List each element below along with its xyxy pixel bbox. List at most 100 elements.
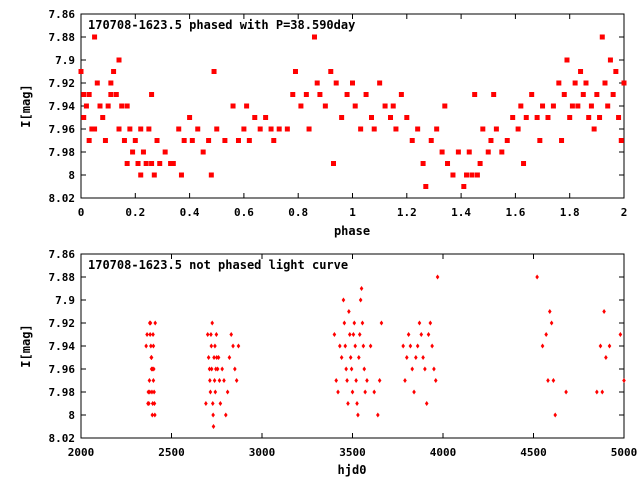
phased-data-point [572, 80, 578, 86]
phased-data-point [363, 92, 369, 97]
phased-data-point [616, 115, 622, 120]
phased-data-point [575, 103, 581, 109]
unphased-y-tick-label: 8 [68, 409, 75, 422]
unphased-data-point [351, 332, 356, 337]
phased-data-point [241, 126, 247, 132]
phased-data-point [610, 92, 616, 97]
phased-data-point [561, 92, 567, 97]
unphased-x-tick-label: 4000 [430, 446, 457, 459]
phased-data-point [578, 69, 584, 74]
unphased-data-point [361, 343, 366, 349]
unphased-data-point [362, 366, 367, 372]
phased-data-point [314, 80, 320, 86]
unphased-data-point [403, 378, 407, 383]
phased-data-point [591, 126, 597, 132]
unphased-data-point [209, 366, 214, 372]
phased-y-tick-label: 7.86 [49, 8, 76, 21]
unphased-data-point [618, 332, 623, 337]
phased-data-point [230, 103, 236, 109]
phased-data-point [306, 126, 312, 132]
phased-data-point [529, 92, 535, 97]
unphased-data-points [144, 274, 626, 429]
phased-data-point [140, 149, 146, 155]
phased-data-point [108, 92, 114, 97]
unphased-data-point [334, 378, 339, 383]
unphased-data-point [349, 366, 354, 372]
phased-data-point [246, 138, 252, 143]
phased-data-point [493, 126, 499, 132]
phased-data-point [404, 115, 410, 120]
phased-data-point [195, 126, 201, 132]
unphased-data-point [401, 343, 405, 349]
unphased-data-point [622, 378, 626, 383]
phased-data-point [439, 149, 445, 155]
unphased-data-point [339, 355, 344, 360]
phased-data-point [206, 138, 212, 143]
phased-data-point [550, 103, 556, 109]
phased-data-point [257, 126, 263, 132]
phased-data-point [398, 92, 404, 97]
unphased-data-point [417, 320, 422, 326]
phased-data-point [284, 126, 290, 132]
unphased-data-point [549, 320, 554, 326]
phased-data-point [181, 138, 187, 143]
unphased-data-point [535, 274, 539, 280]
unphased-data-point [406, 332, 411, 337]
unphased-data-point [147, 378, 152, 383]
phased-data-point [352, 103, 358, 109]
phased-data-point [149, 161, 155, 166]
unphased-y-tick-label: 7.98 [49, 386, 76, 399]
unphased-data-point [152, 389, 156, 395]
phased-data-point [116, 126, 122, 132]
phased-data-point [602, 80, 608, 86]
unphased-data-point [344, 366, 348, 372]
phased-data-point [168, 161, 174, 166]
phased-data-point [92, 34, 98, 40]
phased-data-point [607, 57, 613, 63]
phased-data-point [344, 92, 350, 97]
unphased-data-point [216, 355, 221, 360]
unphased-data-point [551, 378, 556, 383]
unphased-data-point [147, 389, 152, 395]
phased-x-tick-label: 1.4 [451, 206, 471, 219]
unphased-data-point [208, 378, 212, 383]
phased-data-point [132, 138, 138, 143]
unphased-y-axis-label: I[mag] [19, 324, 33, 367]
unphased-data-point [338, 343, 342, 349]
unphased-data-point [212, 355, 216, 360]
phased-data-point [515, 126, 521, 132]
phased-x-tick-label: 1.6 [505, 206, 525, 219]
unphased-data-point [151, 343, 156, 349]
unphased-x-tick-label: 4500 [520, 446, 547, 459]
phased-data-point [292, 69, 298, 74]
phased-data-point [111, 69, 117, 74]
unphased-data-point [595, 389, 599, 395]
phased-data-point [523, 115, 529, 120]
unphased-data-point [214, 366, 218, 372]
unphased-data-point [412, 389, 416, 395]
unphased-data-point [421, 355, 425, 360]
unphased-data-point [148, 320, 153, 326]
phased-data-point [330, 161, 336, 166]
unphased-data-point [368, 343, 373, 349]
unphased-x-tick-label: 5000 [611, 446, 638, 459]
phased-data-point [504, 138, 510, 143]
phased-data-point [135, 161, 141, 166]
unphased-data-point [547, 309, 552, 314]
phased-data-point [83, 103, 89, 109]
unphased-data-point [600, 389, 605, 395]
unphased-data-point [359, 286, 364, 291]
unphased-data-point [347, 332, 352, 337]
unphased-data-point [213, 343, 217, 349]
unphased-data-point [360, 320, 365, 326]
unphased-data-point [353, 343, 358, 349]
phased-y-tick-label: 7.9 [55, 54, 75, 67]
unphased-data-point [218, 401, 223, 406]
phased-data-point [613, 69, 619, 74]
phased-y-tick-label: 7.98 [49, 146, 76, 159]
phased-data-point [116, 57, 122, 63]
unphased-data-point [546, 378, 550, 383]
unphased-data-point [607, 343, 612, 349]
phased-light-curve-panel: 7.86 7.88 7.9 7.92 7.94 7.96 7.98 8 8.02 0 0.2 0.4… [19, 8, 627, 238]
phased-data-point [599, 34, 605, 40]
